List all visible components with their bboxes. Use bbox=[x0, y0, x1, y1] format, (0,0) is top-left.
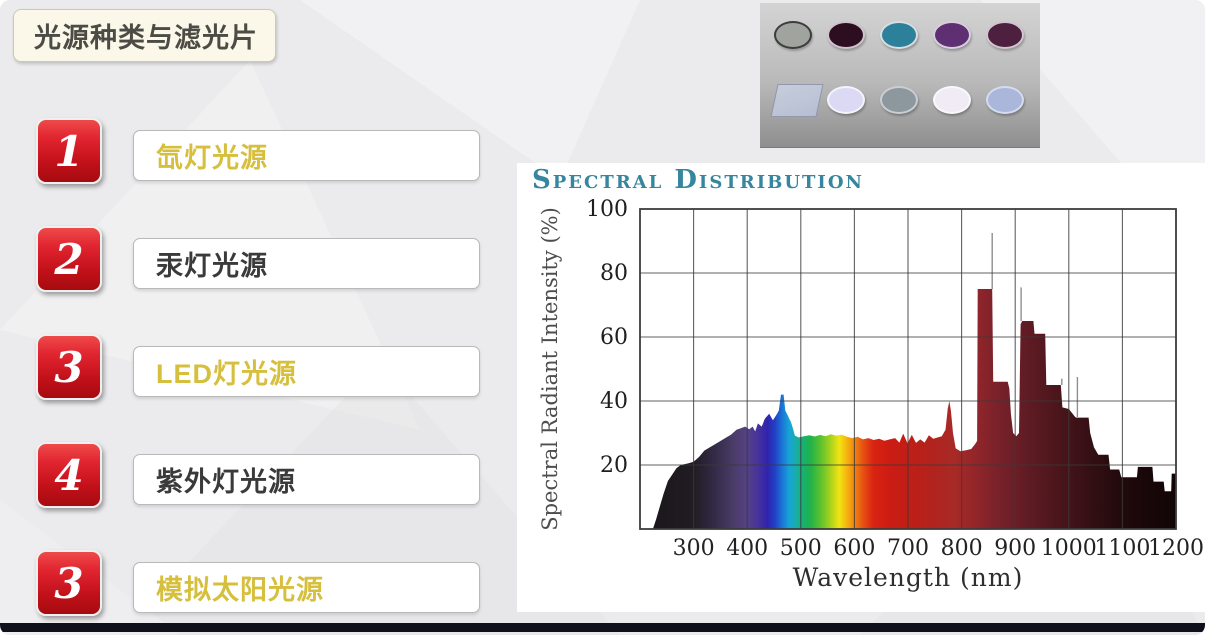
list-item: 紫外灯光源 bbox=[133, 454, 480, 505]
svg-text:500: 500 bbox=[780, 536, 822, 561]
svg-text:900: 900 bbox=[994, 536, 1036, 561]
svg-text:800: 800 bbox=[941, 536, 983, 561]
svg-text:80: 80 bbox=[600, 261, 628, 286]
bottom-accent-bar bbox=[0, 623, 1205, 632]
list-number-badge: 1 bbox=[36, 118, 102, 184]
list-item-label: 汞灯光源 bbox=[156, 251, 268, 281]
list-item: LED灯光源 bbox=[133, 346, 480, 397]
list-number-badge: 2 bbox=[36, 226, 102, 292]
svg-text:700: 700 bbox=[887, 536, 929, 561]
page-title-text: 光源种类与滤光片 bbox=[34, 23, 258, 53]
svg-text:1200: 1200 bbox=[1148, 536, 1204, 561]
x-axis-label: Wavelength (nm) bbox=[792, 563, 1024, 592]
spectral-chart-panel: Spectral Distribution Spectral Radiant I… bbox=[517, 163, 1205, 612]
plum-filter-icon bbox=[986, 21, 1024, 49]
gray-filter-icon bbox=[774, 21, 812, 49]
gray-blue-filter-icon bbox=[880, 86, 918, 114]
svg-text:60: 60 bbox=[600, 325, 628, 350]
svg-text:40: 40 bbox=[600, 389, 628, 414]
teal-filter-icon bbox=[880, 21, 918, 49]
svg-text:20: 20 bbox=[600, 453, 628, 478]
list-item: 汞灯光源 bbox=[133, 238, 480, 289]
glass-plate-icon bbox=[770, 84, 824, 117]
list-number-badge: 3 bbox=[36, 550, 102, 616]
svg-text:600: 600 bbox=[833, 536, 875, 561]
list-item: 模拟太阳光源 bbox=[133, 562, 480, 613]
svg-text:1100: 1100 bbox=[1094, 536, 1150, 561]
list-item-label: 紫外灯光源 bbox=[156, 467, 296, 497]
list-number-badge: 3 bbox=[36, 334, 102, 400]
filters-image bbox=[760, 3, 1040, 148]
page-title: 光源种类与滤光片 bbox=[13, 9, 276, 62]
periwinkle-filter-icon bbox=[986, 86, 1024, 114]
list-item: 氙灯光源 bbox=[133, 130, 480, 181]
svg-text:100: 100 bbox=[586, 197, 628, 222]
list-item-label: 氙灯光源 bbox=[156, 143, 268, 173]
near-white-filter-icon bbox=[933, 86, 971, 114]
list-item-label: 模拟太阳光源 bbox=[156, 575, 324, 605]
dark-maroon-filter-icon bbox=[827, 21, 865, 49]
svg-text:300: 300 bbox=[673, 536, 715, 561]
list-number-badge: 4 bbox=[36, 442, 102, 508]
svg-text:400: 400 bbox=[726, 536, 768, 561]
pale-lavender-filter-icon bbox=[827, 86, 865, 114]
purple-filter-icon bbox=[933, 21, 971, 49]
list-item-label: LED灯光源 bbox=[156, 359, 297, 389]
svg-text:1000: 1000 bbox=[1041, 536, 1097, 561]
chart-title: Spectral Distribution bbox=[532, 165, 864, 195]
